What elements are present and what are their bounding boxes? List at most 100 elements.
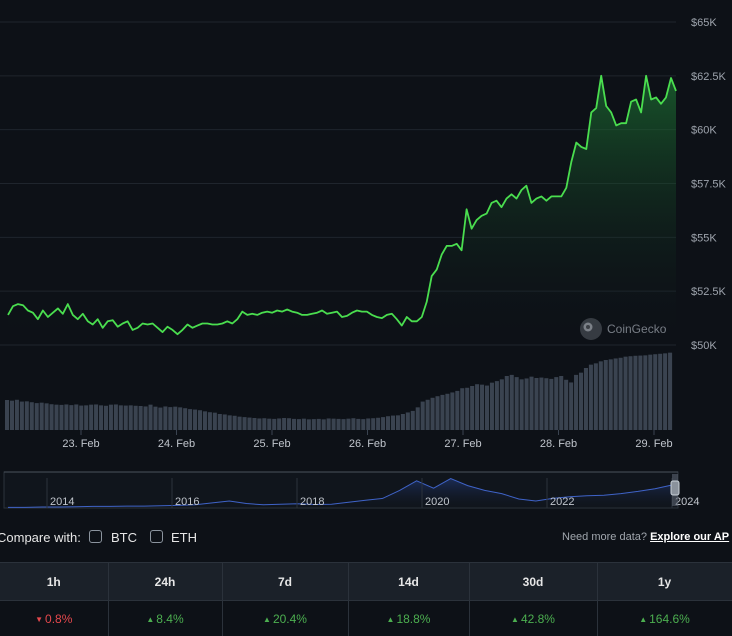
volume-bar: [337, 419, 341, 430]
price-chart-svg[interactable]: $65K$62.5K$60K$57.5K$55K$52.5K$50K CoinG…: [0, 0, 732, 520]
performance-header-row: 1h 24h 7d 14d 30d 1y: [0, 563, 732, 601]
volume-bar: [79, 406, 83, 430]
volume-bar: [341, 419, 345, 430]
volume-bar: [371, 418, 375, 430]
volume-bar: [277, 418, 281, 430]
volume-bar: [262, 418, 266, 430]
y-axis-labels: $65K$62.5K$60K$57.5K$55K$52.5K$50K: [691, 17, 727, 352]
volume-bar: [198, 410, 202, 430]
header-1h: 1h: [0, 563, 108, 601]
volume-bar: [450, 392, 454, 430]
volume-bar: [386, 416, 390, 430]
header-14d: 14d: [348, 563, 469, 601]
volume-bar: [361, 419, 365, 430]
volume-bar: [520, 379, 524, 430]
volume-bar: [564, 380, 568, 430]
need-more-data: Need more data? Explore our AP: [562, 531, 732, 543]
volume-bar: [485, 386, 489, 430]
volume-bar: [624, 357, 628, 430]
volume-bar: [173, 407, 177, 430]
volume-bar: [188, 409, 192, 430]
volume-bar: [163, 406, 167, 430]
volume-bar: [129, 405, 133, 430]
volume-bar: [84, 405, 88, 430]
y-tick-label: $62.5K: [691, 71, 727, 83]
x-tick-label: 27. Feb: [444, 438, 481, 450]
volume-bar: [148, 405, 152, 430]
volume-bar: [292, 419, 296, 430]
volume-bar: [431, 398, 435, 430]
volume-bar: [356, 419, 360, 430]
volume-bar: [440, 395, 444, 430]
explore-api-link[interactable]: Explore our AP: [650, 531, 729, 543]
y-tick-label: $65K: [691, 17, 717, 29]
btc-checkbox[interactable]: [89, 530, 102, 543]
volume-bar: [213, 413, 217, 430]
volume-bar: [505, 376, 509, 430]
price-area-fill: [8, 76, 676, 345]
x-tick-label: 28. Feb: [540, 438, 577, 450]
volume-bar: [89, 405, 93, 430]
x-tick-label: 24. Feb: [158, 438, 195, 450]
navigator-year-label: 2022: [550, 496, 574, 508]
volume-bar: [10, 401, 14, 430]
volume-bar: [663, 353, 667, 430]
volume-bar: [628, 356, 632, 430]
volume-bar: [317, 419, 321, 430]
up-triangle-icon: ▲: [387, 615, 395, 624]
volume-bar: [411, 411, 415, 430]
volume-bar: [64, 404, 68, 430]
volume-bar: [139, 406, 143, 430]
volume-bar: [50, 404, 54, 430]
volume-bar: [267, 419, 271, 430]
y-tick-label: $52.5K: [691, 286, 727, 298]
volume-bar: [653, 354, 657, 430]
volume-bar: [658, 354, 662, 430]
value-1h-text: 0.8%: [45, 612, 72, 626]
volume-bar: [94, 404, 98, 430]
up-triangle-icon: ▲: [263, 615, 271, 624]
volume-bar: [272, 419, 276, 430]
navigator-handle[interactable]: [671, 481, 679, 495]
volume-bar: [25, 401, 29, 430]
volume-bar: [500, 379, 504, 430]
volume-bar: [633, 356, 637, 430]
volume-bar: [584, 368, 588, 430]
btc-checkbox-label[interactable]: BTC: [111, 530, 137, 545]
volume-bar: [153, 407, 157, 430]
volume-bar: [391, 416, 395, 430]
value-30d-text: 42.8%: [521, 612, 555, 626]
volume-bar: [668, 353, 672, 430]
y-tick-label: $55K: [691, 232, 717, 244]
volume-bar: [312, 419, 316, 430]
price-chart[interactable]: $65K$62.5K$60K$57.5K$55K$52.5K$50K CoinG…: [0, 0, 732, 520]
volume-bar: [351, 418, 355, 430]
volume-bar: [99, 405, 103, 430]
eth-checkbox[interactable]: [150, 530, 163, 543]
volume-bar: [282, 418, 286, 430]
volume-bar: [20, 402, 24, 430]
volume-bars: [5, 353, 672, 430]
volume-bar: [510, 375, 514, 430]
volume-bar: [297, 419, 301, 430]
volume-bar: [69, 405, 73, 430]
volume-bar: [559, 376, 563, 430]
value-14d-text: 18.8%: [396, 612, 430, 626]
volume-bar: [59, 405, 63, 430]
performance-table: 1h 24h 7d 14d 30d 1y ▼0.8% ▲8.4% ▲20.4% …: [0, 562, 732, 636]
volume-bar: [45, 403, 49, 430]
volume-bar: [322, 419, 326, 430]
volume-bar: [530, 377, 534, 430]
header-1y: 1y: [597, 563, 732, 601]
x-tick-label: 26. Feb: [349, 438, 386, 450]
volume-bar: [243, 417, 247, 430]
volume-bar: [119, 405, 123, 430]
navigator-year-label: 2016: [175, 496, 199, 508]
eth-checkbox-label[interactable]: ETH: [171, 530, 197, 545]
navigator-year-label: 2020: [425, 496, 449, 508]
volume-bar: [208, 412, 212, 430]
volume-bar: [104, 406, 108, 430]
value-7d-text: 20.4%: [273, 612, 307, 626]
